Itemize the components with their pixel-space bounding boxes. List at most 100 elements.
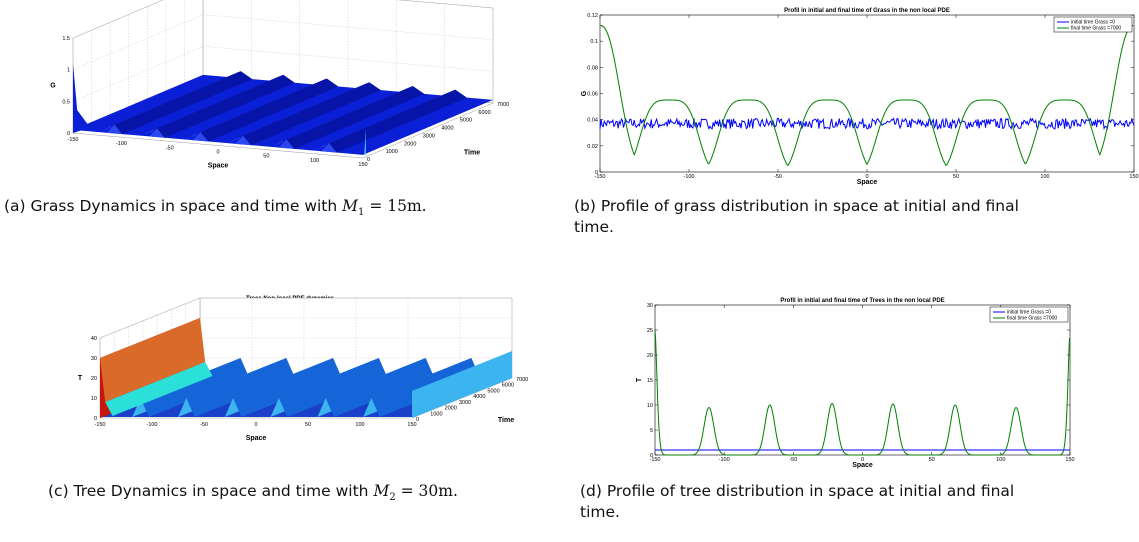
- z-tick-label: 20: [91, 376, 97, 382]
- surface-front-bump: [278, 139, 295, 149]
- chart-title: Profil in initial and final time of Gras…: [784, 8, 950, 14]
- x-tick-label: -50: [166, 145, 174, 151]
- grid-line: [362, 102, 494, 159]
- surface-front-bump: [235, 135, 251, 146]
- z-tick-label: 1: [67, 68, 70, 74]
- chart-title: Profil in initial and final time of Tree…: [780, 298, 944, 304]
- surface-ridge-shade: [325, 358, 434, 417]
- y-tick-label: 0: [367, 157, 370, 163]
- caption-d-line1: (d) Profile of tree distribution in spac…: [580, 482, 1015, 500]
- surface-right-edge: [412, 351, 512, 418]
- surface-front-bump: [149, 128, 165, 138]
- x-tick-label: 100: [310, 158, 319, 164]
- surface-ridge-shade: [233, 358, 342, 417]
- plot-area: [599, 14, 1135, 173]
- grass-profile-plot: Profil in initial and final time of Gras…: [581, 8, 1139, 186]
- panel-d-tree-profile: Profil in initial and final time of Tree…: [560, 280, 1139, 480]
- y-tick-label: 0.06: [587, 92, 598, 98]
- caption-a-rest: = 15m.: [364, 197, 427, 215]
- y-tick-label: 7000: [497, 102, 509, 108]
- y-tick-label: 30: [647, 303, 653, 309]
- y-tick-label: 25: [647, 328, 653, 334]
- x-tick-label: 0: [216, 150, 219, 156]
- legend-box: [1053, 16, 1133, 33]
- x-tick-label: 0: [861, 457, 864, 463]
- plot-area: [654, 304, 1071, 456]
- grid-line: [99, 337, 512, 379]
- surface-edge-highlight: [364, 128, 366, 157]
- y-axis-label: Time: [498, 417, 514, 424]
- y-tick-label: 3000: [459, 400, 471, 406]
- x-axis-label: Space: [208, 163, 229, 170]
- x-tick-label: 100: [1040, 174, 1049, 180]
- x-tick-label: -50: [789, 457, 797, 463]
- surface-ridge-shade: [282, 85, 425, 149]
- caption-a-text: (a) Grass Dynamics in space and time wit…: [4, 197, 343, 215]
- x-tick-label: -150: [594, 174, 605, 180]
- surface-ridge-shade: [186, 358, 295, 417]
- y-tick-label: 5: [650, 428, 653, 434]
- caption-c: (c) Tree Dynamics in space and time with…: [48, 481, 568, 508]
- y-tick-label: 2000: [404, 141, 416, 147]
- y-tick-label: 0: [650, 453, 653, 459]
- y-tick-label: 0: [595, 170, 598, 176]
- y-tick-label: 5000: [460, 118, 472, 124]
- caption-b-line2: time.: [574, 218, 614, 236]
- z-tick-label: 40: [91, 336, 97, 342]
- grid-line: [99, 317, 512, 359]
- caption-c-text: (c) Tree Dynamics in space and time with: [48, 482, 374, 500]
- caption-a: (a) Grass Dynamics in space and time wit…: [4, 196, 564, 223]
- y-tick-label: 6000: [502, 383, 514, 389]
- x-tick-label: 50: [305, 422, 311, 428]
- y-tick-label: 7000: [516, 377, 528, 383]
- caption-b: (b) Profile of grass distribution in spa…: [574, 196, 1139, 238]
- panel-c-tree-surface: Trees Non-local PDE dynamics010203040-15…: [0, 280, 560, 480]
- y-tick-label: 5000: [487, 388, 499, 394]
- y-tick-label: 0.04: [587, 118, 598, 124]
- panel-b-grass-profile: Profil in initial and final time of Gras…: [560, 0, 1139, 195]
- surface-ridge-shade: [239, 82, 381, 146]
- z-tick-label: 1.5: [62, 36, 70, 42]
- x-tick-label: 150: [1129, 174, 1138, 180]
- y-tick-label: 4000: [441, 126, 453, 132]
- caption-d-line2: time.: [580, 503, 620, 521]
- x-tick-label: 50: [263, 154, 269, 160]
- legend-box: [989, 306, 1069, 323]
- caption-d: (d) Profile of tree distribution in spac…: [580, 481, 1139, 523]
- caption-a-sub: 1: [358, 207, 365, 219]
- x-tick-label: 50: [953, 174, 959, 180]
- z-tick-label: 0.5: [62, 99, 70, 105]
- surface-front-bump: [192, 131, 209, 142]
- x-tick-label: -150: [67, 137, 78, 143]
- z-axis-label: T: [78, 375, 83, 382]
- y-tick-label: 0.02: [587, 144, 598, 150]
- surface-front-bump: [321, 143, 337, 153]
- legend-label-initial: initial time Grass =0: [1071, 20, 1115, 26]
- caption-c-sub: 2: [389, 492, 396, 504]
- panel-a-grass-surface: Grass Non-local PDE Dynamics00.511.5-150…: [0, 0, 560, 195]
- y-tick-label: 6000: [478, 110, 490, 116]
- z-tick-label: 0: [94, 416, 97, 422]
- x-axis-label: Space: [246, 435, 267, 442]
- z-tick-label: 10: [91, 396, 97, 402]
- z-tick-label: 30: [91, 356, 97, 362]
- series-final-line: [599, 24, 1134, 167]
- legend-label-final: final time Grass =7000: [1071, 26, 1121, 32]
- x-tick-label: -50: [774, 174, 782, 180]
- x-tick-label: -150: [649, 457, 660, 463]
- series-final-line: [654, 329, 1070, 456]
- x-tick-label: 50: [929, 457, 935, 463]
- caption-c-var: M: [373, 482, 390, 500]
- grass-surface-plot: Grass Non-local PDE Dynamics00.511.5-150…: [50, 0, 509, 170]
- x-axis-label: Space: [852, 462, 873, 469]
- y-tick-label: 20: [647, 353, 653, 359]
- x-tick-label: 150: [407, 422, 416, 428]
- y-tick-label: 0.1: [590, 39, 598, 45]
- y-tick-label: 1000: [386, 149, 398, 155]
- x-tick-label: -150: [94, 422, 105, 428]
- x-tick-label: -100: [116, 141, 127, 147]
- legend-label-final: final time Grass =7000: [1007, 316, 1057, 322]
- x-tick-label: -100: [719, 457, 730, 463]
- y-tick-label: 0.08: [587, 65, 598, 71]
- x-tick-label: 100: [996, 457, 1005, 463]
